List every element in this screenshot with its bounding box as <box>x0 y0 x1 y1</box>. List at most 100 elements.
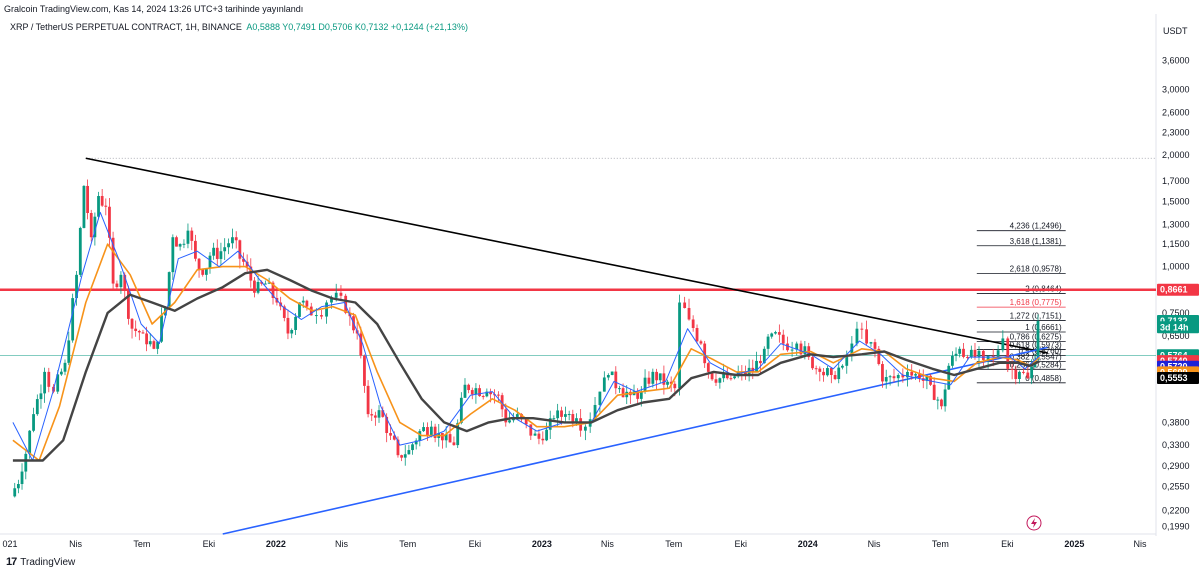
candle-body <box>662 373 666 385</box>
candle-body <box>249 266 253 281</box>
candle-body <box>126 289 130 319</box>
candle-body <box>610 371 614 376</box>
candle-body <box>529 424 533 436</box>
candle-body <box>429 426 433 437</box>
candle-body <box>722 372 726 379</box>
candle-body <box>795 343 799 350</box>
x-tick-label: Nis <box>1134 539 1147 549</box>
candle-body <box>93 216 97 238</box>
candle-body <box>524 417 528 425</box>
candle-body <box>969 349 973 358</box>
candle-body <box>167 272 171 307</box>
candle-body <box>621 388 625 398</box>
candle-body <box>583 426 587 431</box>
candle-body <box>82 185 86 228</box>
candle-body <box>496 394 500 396</box>
candle-body <box>1006 338 1010 369</box>
candle-body <box>452 442 456 446</box>
y-tick-label: 1,1500 <box>1162 239 1190 249</box>
candle-body <box>869 342 873 344</box>
candle-body <box>958 348 962 354</box>
candle-body <box>294 316 297 330</box>
tv-mark-icon: 17 <box>6 556 17 568</box>
candle-body <box>377 410 381 418</box>
candle-body <box>59 371 63 375</box>
candle-body <box>1026 372 1030 379</box>
candle-body <box>71 298 75 341</box>
candle-body <box>301 300 305 303</box>
candle-body <box>28 430 32 454</box>
chart-area[interactable]: 4,236 (1,2496) 3,618 (1,1381) 2,618 (0,957… <box>0 14 1200 554</box>
candle-body <box>950 355 954 366</box>
candle-body <box>925 375 929 381</box>
candle-body <box>914 374 918 376</box>
fib-level-label: 1,272 (0,7151) <box>1010 312 1062 321</box>
candle-body <box>567 414 571 416</box>
candle-body <box>1036 321 1040 360</box>
ma-slow-line <box>12 268 1041 462</box>
tradingview-logo[interactable]: 17 TradingView <box>6 556 75 568</box>
candle-body <box>598 391 602 405</box>
candle-body <box>100 196 104 206</box>
y-tick-label: 3,0000 <box>1162 85 1190 95</box>
candle-body <box>305 300 309 307</box>
candle-body <box>533 433 537 436</box>
candle-body <box>366 385 370 415</box>
candle-body <box>691 319 695 329</box>
lightning-icon[interactable] <box>1026 515 1042 531</box>
x-tick-label: Nis <box>69 539 82 549</box>
x-tick-label: Eki <box>469 539 482 549</box>
candle-body <box>658 373 662 381</box>
candle-body <box>639 391 643 399</box>
candle-body <box>954 353 958 356</box>
candle-body <box>755 360 758 372</box>
candle-body <box>1001 338 1005 351</box>
candle-body <box>481 396 485 398</box>
symbol-name[interactable]: XRP / TetherUS PERPETUAL CONTRACT, 1H, B… <box>10 22 242 32</box>
candle-body <box>444 434 448 441</box>
y-tick-label: 0,7500 <box>1162 308 1190 318</box>
y-tick-label: 2,0000 <box>1162 150 1190 160</box>
candle-body <box>178 244 182 247</box>
candle-body <box>13 488 17 497</box>
candle-body <box>86 185 89 214</box>
candle-body <box>148 341 152 345</box>
price-chart[interactable]: 4,236 (1,2496) 3,618 (1,1381) 2,618 (0,957… <box>0 14 1200 554</box>
candle-body <box>602 377 606 392</box>
candle-body <box>35 399 39 415</box>
candle-body <box>16 484 20 489</box>
ma-fast-line <box>12 211 1040 461</box>
candle-body <box>63 362 67 372</box>
candle-body <box>996 350 1000 358</box>
candle-body <box>718 378 722 383</box>
candle-body <box>115 283 119 288</box>
lower-trendline[interactable] <box>222 346 1048 535</box>
candle-body <box>400 455 404 458</box>
candle-body <box>286 317 290 334</box>
candle-body <box>683 302 687 309</box>
y-tick-label: 0,2900 <box>1162 461 1190 471</box>
x-tick-label: 2024 <box>798 539 818 549</box>
candle-body <box>1030 367 1034 379</box>
fib-level-label: 1 (0,6661) <box>1025 323 1062 332</box>
candle-body <box>104 205 108 207</box>
candle-body <box>242 258 245 262</box>
candle-body <box>47 371 51 387</box>
candle-body <box>256 281 260 293</box>
candle-body <box>32 414 35 431</box>
candle-body <box>263 283 267 285</box>
candle-body <box>826 368 829 376</box>
candle-body <box>548 418 552 430</box>
candle-body <box>545 429 548 441</box>
upper-trendline[interactable] <box>85 157 1048 354</box>
candle-body <box>710 371 714 380</box>
candle-body <box>78 227 82 275</box>
x-tick-label: 2023 <box>532 539 552 549</box>
candle-body <box>803 346 807 355</box>
y-tick-label: 2,3000 <box>1162 127 1190 137</box>
candle-body <box>43 371 47 394</box>
candle-body <box>141 332 145 334</box>
x-tick-label: 2025 <box>1064 539 1084 549</box>
candle-body <box>298 302 301 317</box>
candle-body <box>411 444 414 451</box>
